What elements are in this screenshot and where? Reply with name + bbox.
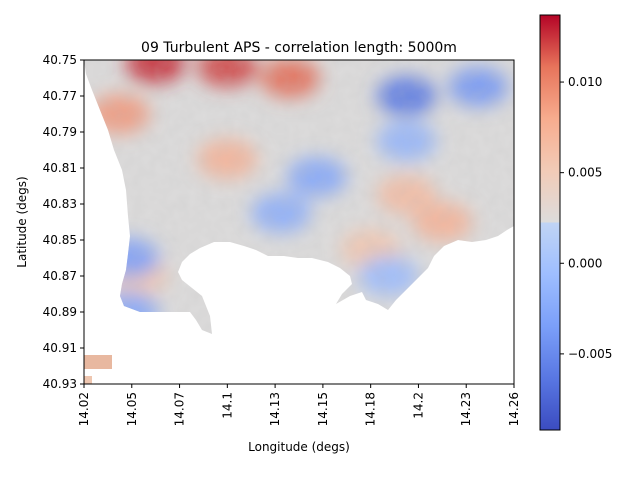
y-tick-label: 40.83 bbox=[43, 197, 77, 211]
y-tick-label: 40.85 bbox=[43, 233, 77, 247]
x-tick-label: 14.1 bbox=[220, 392, 234, 419]
colorbar-tick-label: 0.000 bbox=[568, 256, 602, 270]
heatmap-field bbox=[84, 60, 514, 334]
x-tick-label: 14.15 bbox=[316, 392, 330, 426]
field-speckle bbox=[84, 60, 514, 334]
colorbar-tick-label: −0.005 bbox=[568, 347, 612, 361]
colorbar-tick-label: 0.005 bbox=[568, 166, 602, 180]
x-tick-label: 14.18 bbox=[364, 392, 378, 426]
colorbar-bar bbox=[539, 14, 561, 431]
island-patch bbox=[84, 376, 92, 384]
chart-title: 09 Turbulent APS - correlation length: 5… bbox=[141, 40, 457, 56]
island-patch bbox=[84, 355, 112, 369]
y-tick-label: 40.91 bbox=[43, 341, 77, 355]
plot-area: 14.02 14.05 14.07 14.1 14.13 14.15 14.18 14.2 14… bbox=[43, 53, 521, 426]
x-tick-label: 14.23 bbox=[459, 392, 473, 426]
y-axis-ticks: 40.75 40.77 40.79 40.81 40.83 40.85 40.87 40.89… bbox=[43, 53, 84, 391]
x-axis-ticks: 14.02 14.05 14.07 14.1 14.13 14.15 14.18 14.2 14… bbox=[77, 384, 521, 426]
y-axis-label: Latitude (degs) bbox=[15, 176, 29, 267]
y-tick-label: 40.75 bbox=[43, 53, 77, 67]
x-tick-label: 14.26 bbox=[507, 392, 521, 426]
y-tick-label: 40.87 bbox=[43, 269, 77, 283]
x-tick-label: 14.07 bbox=[173, 392, 187, 426]
y-tick-label: 40.79 bbox=[43, 125, 77, 139]
plot-frame bbox=[83, 59, 515, 385]
x-axis-label: Longitude (degs) bbox=[248, 440, 350, 454]
y-tick-label: 40.89 bbox=[43, 305, 77, 319]
x-tick-label: 14.02 bbox=[77, 392, 91, 426]
y-tick-label: 40.77 bbox=[43, 89, 77, 103]
colorbar: −0.005 0.000 0.005 0.010 bbox=[539, 14, 612, 431]
y-tick-label: 40.81 bbox=[43, 161, 77, 175]
y-tick-label: 40.93 bbox=[43, 377, 77, 391]
colorbar-tick-label: 0.010 bbox=[568, 75, 602, 89]
x-tick-label: 14.13 bbox=[268, 392, 282, 426]
colorbar-ticks: −0.005 0.000 0.005 0.010 bbox=[560, 75, 612, 361]
x-tick-label: 14.2 bbox=[411, 392, 425, 419]
x-tick-label: 14.05 bbox=[125, 392, 139, 426]
